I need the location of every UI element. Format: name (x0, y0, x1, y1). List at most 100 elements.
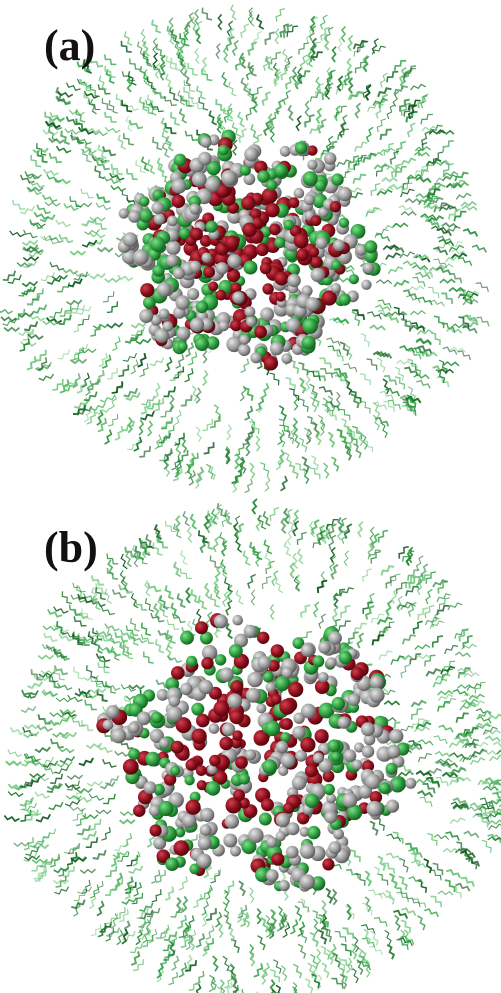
atom (176, 327, 190, 341)
chain (139, 446, 150, 457)
atom (165, 857, 179, 871)
chain (409, 286, 424, 290)
chain (87, 379, 98, 390)
chain (265, 476, 270, 491)
chain (56, 698, 71, 702)
chain (335, 932, 346, 942)
chain (287, 26, 298, 37)
atom (266, 180, 277, 191)
chain (222, 72, 228, 87)
atom (284, 220, 295, 231)
atom (167, 216, 178, 227)
chain (367, 312, 381, 320)
chain (389, 874, 396, 888)
atom (280, 146, 291, 157)
chain (175, 410, 182, 425)
atom (166, 254, 179, 267)
chain (197, 86, 206, 99)
chain (102, 827, 111, 840)
chain (70, 196, 82, 206)
chain (44, 169, 59, 175)
chain (0, 309, 13, 314)
chain (213, 956, 218, 971)
chain (120, 820, 135, 823)
atom (205, 177, 221, 193)
chain (365, 871, 371, 886)
atom (256, 243, 269, 256)
chain (385, 930, 391, 945)
chain (414, 621, 423, 634)
chain (161, 406, 172, 417)
chain (178, 594, 186, 608)
chain (148, 421, 153, 436)
chain (290, 360, 298, 373)
chain (406, 587, 418, 596)
chain (289, 105, 294, 120)
chain (1, 317, 16, 321)
chain (435, 752, 450, 758)
chain (74, 319, 83, 332)
chain (123, 353, 137, 361)
chain (377, 358, 384, 372)
chain (442, 773, 457, 777)
atom (309, 247, 319, 257)
atom (223, 834, 237, 848)
chain (355, 143, 368, 152)
atom (244, 306, 255, 317)
chain (125, 31, 133, 45)
chain (30, 315, 45, 321)
chain (299, 399, 308, 412)
chain (379, 530, 389, 542)
chain (188, 527, 192, 542)
chain (426, 572, 436, 584)
chain (472, 245, 486, 252)
chain (450, 818, 465, 824)
atom (218, 145, 229, 156)
atom (257, 656, 271, 670)
chain (281, 67, 289, 81)
chain (214, 537, 220, 552)
atom (111, 728, 126, 743)
chain (131, 951, 139, 965)
atom (246, 317, 256, 327)
panel-label: (b) (44, 523, 98, 572)
chain (50, 774, 62, 784)
chain (433, 863, 443, 875)
chain (33, 305, 47, 313)
atom (289, 197, 300, 208)
atom (196, 301, 208, 313)
atom (154, 213, 166, 225)
atom (333, 239, 345, 251)
atom (232, 730, 242, 740)
chain (241, 24, 249, 38)
chain (321, 947, 329, 961)
atom (187, 288, 199, 300)
chain (328, 432, 334, 447)
atom (318, 641, 331, 654)
atom (266, 837, 277, 848)
chain (211, 594, 220, 607)
chain (53, 732, 68, 737)
chain (458, 685, 473, 689)
atom (159, 309, 170, 320)
chain (408, 123, 415, 137)
chain (106, 928, 114, 941)
atom (227, 254, 241, 268)
chain (278, 430, 285, 445)
chain (158, 630, 172, 638)
chain (90, 274, 105, 279)
chain (490, 755, 501, 761)
chain (362, 903, 372, 915)
chain (310, 397, 316, 412)
chain (463, 326, 477, 333)
atom (150, 237, 165, 252)
atom (387, 745, 400, 758)
chain (299, 43, 309, 55)
chain (131, 322, 146, 327)
chain (67, 775, 82, 779)
chain (153, 543, 162, 556)
chain (38, 655, 53, 658)
chain (370, 326, 385, 330)
chain (116, 94, 125, 107)
chain (322, 405, 333, 416)
